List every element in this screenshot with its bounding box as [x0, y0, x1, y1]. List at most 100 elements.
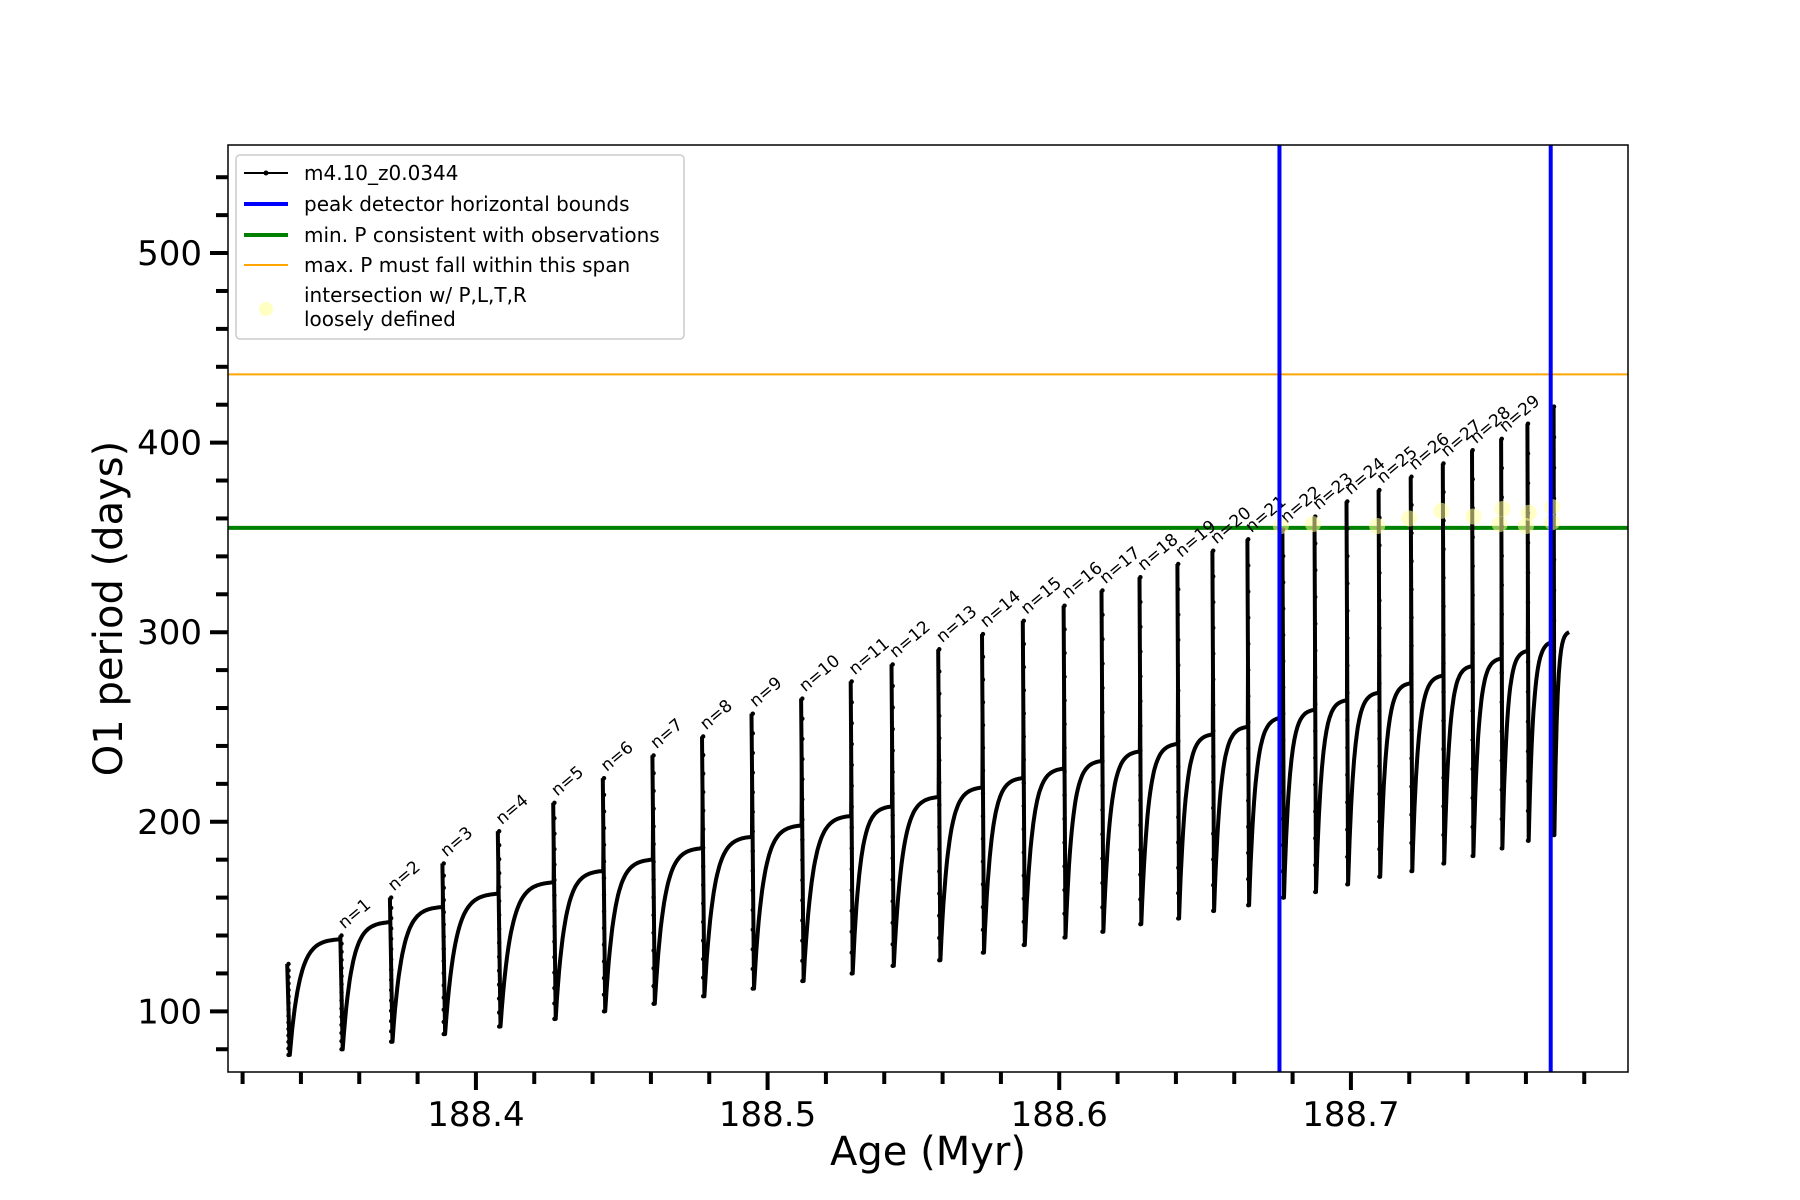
series-marker: [937, 869, 942, 874]
series-marker: [339, 957, 344, 963]
series-markers-pulse-18: [1100, 588, 1105, 934]
series-marker: [601, 892, 607, 897]
series-markers-pulse-12: [849, 679, 854, 976]
series-marker: [496, 940, 502, 946]
series-line-pulse-22: [1245, 539, 1283, 908]
series-line-jump-20: [1175, 563, 1179, 745]
plot-frame: [227, 144, 1629, 1073]
y-tick-label: 500: [137, 234, 202, 274]
series-marker: [1345, 882, 1350, 887]
series-marker: [849, 908, 854, 914]
series-marker: [1441, 861, 1446, 866]
series-marker: [1062, 769, 1067, 774]
series-line-jump-13: [889, 664, 893, 807]
series-marker: [1525, 778, 1531, 784]
series-marker: [601, 942, 607, 947]
series-marker: [1409, 868, 1414, 874]
series-marker: [1246, 798, 1251, 803]
series-marker: [388, 1008, 394, 1013]
series-marker: [1100, 832, 1105, 837]
series-marker: [441, 1007, 446, 1012]
series-marker: [388, 936, 394, 941]
series-marker: [286, 968, 291, 973]
series-marker: [1100, 807, 1105, 813]
series-marker: [1441, 746, 1446, 752]
series-line-jump-9: [700, 736, 703, 849]
series-marker: [849, 971, 854, 976]
axes: 100 200 300 400 500 188.4 188.5 188.6 188.7 Age (…: [86, 144, 1629, 1175]
series-line-pulse-26: [1376, 489, 1412, 879]
series-marker: [651, 948, 656, 953]
intersection-marker-10: [1520, 504, 1537, 521]
series-marker: [1211, 857, 1216, 862]
series-line-jump-23: [1280, 529, 1284, 718]
series-marker: [441, 946, 446, 951]
series-marker: [1313, 809, 1318, 814]
series-marker: [1100, 929, 1105, 934]
series-marker: [1525, 838, 1531, 843]
series-marker: [1377, 736, 1382, 741]
series-marker: [388, 926, 394, 931]
pulse-label-29: n=29: [1495, 391, 1544, 436]
series-marker: [1441, 775, 1446, 780]
series-marker: [1499, 816, 1504, 822]
series-marker: [388, 946, 394, 952]
series-line-jump-19: [1137, 577, 1141, 752]
series-line-pulse-23: [1280, 529, 1316, 900]
intersection-marker-7: [1491, 516, 1508, 533]
series-marker: [496, 912, 502, 918]
series-line-pulse-27: [1408, 476, 1444, 874]
series-line-pulse-25: [1344, 501, 1380, 887]
series-marker: [849, 929, 854, 934]
intersection-marker-9: [1517, 518, 1534, 535]
series-marker: [800, 938, 805, 943]
series-marker: [339, 1047, 344, 1052]
series-line-jump-31: [1525, 423, 1529, 652]
series-marker: [441, 995, 446, 1000]
series-marker: [286, 981, 291, 986]
intersection-marker-6: [1465, 508, 1482, 525]
series-marker: [1499, 846, 1504, 851]
series-line-jump-12: [849, 681, 852, 817]
series-marker: [890, 942, 895, 947]
series-marker: [441, 934, 446, 939]
series-marker: [1021, 827, 1027, 832]
series-marker: [1345, 827, 1350, 832]
x-tick-label: 188.4: [427, 1095, 524, 1135]
pulse-label-18: n=18: [1134, 530, 1183, 575]
series-marker: [849, 825, 854, 830]
series-marker: [1211, 780, 1216, 785]
series-marker: [388, 1018, 394, 1024]
series-line-pulse-29: [1470, 450, 1502, 858]
series-line-jump-4: [440, 863, 444, 908]
series-marker: [601, 975, 607, 981]
series-marker: [890, 877, 895, 882]
series-marker: [1345, 772, 1350, 778]
series-marker: [1377, 708, 1382, 714]
series-marker: [1176, 865, 1181, 871]
series-marker: [601, 909, 607, 914]
series-marker: [1211, 754, 1216, 759]
series-marker: [1021, 873, 1027, 878]
pulse-label-5: n=5: [548, 762, 588, 800]
series-marker: [1409, 699, 1414, 705]
series-marker: [552, 970, 557, 975]
series-marker: [286, 987, 291, 993]
series-line-jump-11: [799, 698, 803, 826]
series-marker: [388, 1039, 394, 1044]
series-line-jump-2: [338, 935, 342, 940]
series-line-jump-15: [980, 634, 983, 788]
series-marker: [1280, 737, 1286, 743]
series-marker: [496, 926, 502, 932]
series-line-jump-21: [1210, 550, 1214, 735]
series-marker: [286, 974, 291, 980]
series-marker: [980, 950, 986, 955]
series-marker: [1062, 793, 1067, 798]
series-marker: [1551, 649, 1557, 654]
series-marker: [388, 998, 394, 1003]
series-marker: [1176, 764, 1181, 769]
series-marker: [552, 939, 557, 944]
series-marker: [890, 963, 895, 969]
series-marker: [441, 910, 446, 915]
series-line-jump-5: [496, 831, 499, 894]
